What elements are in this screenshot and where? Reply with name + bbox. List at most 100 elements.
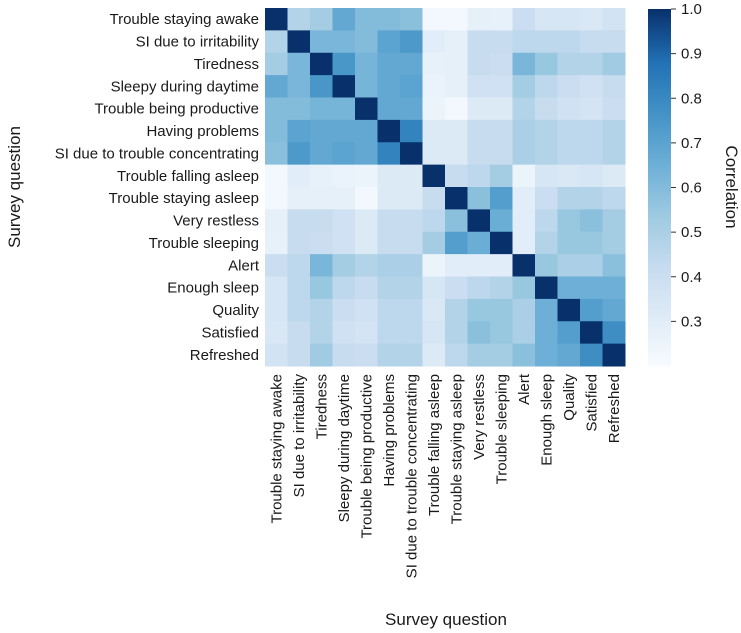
- heatmap-cell-6-14: [580, 142, 603, 166]
- heatmap-cell-12-2: [310, 276, 333, 300]
- heatmap-cell-0-2: [310, 8, 333, 31]
- heatmap-cell-14-0: [265, 321, 288, 345]
- heatmap-cell-2-7: [422, 52, 446, 76]
- heatmap-cell-11-15: [602, 254, 626, 278]
- heatmap-cell-14-11: [512, 321, 536, 345]
- colorbar: [648, 9, 671, 366]
- heatmap-cell-13-1: [287, 298, 311, 322]
- heatmap-cell-11-7: [422, 254, 446, 278]
- heatmap-cell-1-6: [400, 30, 423, 54]
- heatmap-cell-15-4: [355, 343, 378, 367]
- heatmap-cell-15-2: [310, 343, 333, 367]
- heatmap-cell-0-14: [580, 8, 603, 31]
- heatmap-cell-12-6: [400, 276, 423, 300]
- colorbar-tick-label: 0.9: [681, 46, 702, 63]
- heatmap-cell-2-15: [602, 52, 626, 76]
- heatmap-cell-0-6: [400, 8, 423, 31]
- heatmap-cell-14-5: [377, 321, 401, 345]
- column-label-having-problems: Having problems: [381, 374, 398, 487]
- heatmap-cell-6-11: [512, 142, 536, 166]
- column-labels: Trouble staying awake SI due to irritabil…: [268, 373, 623, 578]
- heatmap-cell-0-8: [445, 8, 468, 31]
- heatmap-cell-14-10: [490, 321, 513, 345]
- heatmap-cell-1-14: [580, 30, 603, 54]
- heatmap-cell-4-7: [422, 97, 446, 121]
- heatmap-cell-6-1: [287, 142, 311, 166]
- heatmap-cell-7-5: [377, 164, 401, 188]
- heatmap-cell-11-13: [557, 254, 581, 278]
- column-label-enough-sleep: Enough sleep: [538, 374, 555, 466]
- heatmap-cell-7-1: [287, 164, 311, 188]
- heatmap-cell-3-12: [535, 75, 558, 99]
- colorbar-tick-label: 0.8: [681, 90, 702, 107]
- heatmap-cell-13-14: [580, 298, 603, 322]
- heatmap-cell-10-6: [400, 231, 423, 255]
- heatmap-cell-12-14: [580, 276, 603, 300]
- heatmap-cell-10-10: [490, 231, 513, 255]
- heatmap-cell-12-8: [445, 276, 468, 300]
- heatmap-cell-9-5: [377, 209, 401, 233]
- heatmap-cell-5-15: [602, 119, 626, 143]
- heatmap-cell-8-3: [332, 187, 356, 210]
- heatmap-cell-6-3: [332, 142, 356, 166]
- colorbar-tick-label: 0.4: [681, 269, 702, 286]
- heatmap-cell-0-11: [512, 8, 536, 31]
- heatmap-cell-12-0: [265, 276, 288, 300]
- heatmap-cell-12-10: [490, 276, 513, 300]
- heatmap-cell-1-11: [512, 30, 536, 54]
- row-label-refreshed: Refreshed: [190, 347, 259, 364]
- heatmap-cell-2-5: [377, 52, 401, 76]
- heatmap-cell-15-14: [580, 343, 603, 367]
- heatmap-cell-4-5: [377, 97, 401, 121]
- heatmap-cell-4-9: [467, 97, 491, 121]
- heatmap-cell-0-4: [355, 8, 378, 31]
- heatmap-cell-2-2: [310, 52, 333, 76]
- heatmap-cell-8-4: [355, 187, 378, 210]
- column-label-trouble-falling-asleep: Trouble falling asleep: [426, 374, 443, 516]
- heatmap-cell-2-10: [490, 52, 513, 76]
- heatmap-cell-1-2: [310, 30, 333, 54]
- row-label-sleepy-during-daytime: Sleepy during daytime: [111, 78, 259, 95]
- heatmap-cell-5-0: [265, 119, 288, 143]
- heatmap-cell-12-4: [355, 276, 378, 300]
- column-label-si-due-to-trouble-concentrating: SI due to trouble concentrating: [403, 374, 420, 578]
- heatmap-cell-14-8: [445, 321, 468, 345]
- heatmap-cell-3-4: [355, 75, 378, 99]
- heatmap-cell-10-12: [535, 231, 558, 255]
- heatmap-cell-7-7: [422, 164, 446, 188]
- heatmap-cell-13-13: [557, 298, 581, 322]
- row-label-alert: Alert: [228, 257, 260, 274]
- heatmap-cell-8-15: [602, 187, 626, 210]
- heatmap-cell-5-11: [512, 119, 536, 143]
- heatmap-cell-9-10: [490, 209, 513, 233]
- heatmap-cell-12-15: [602, 276, 626, 300]
- heatmap-cell-11-5: [377, 254, 401, 278]
- row-label-trouble-sleeping: Trouble sleeping: [149, 235, 259, 252]
- heatmap-cell-10-4: [355, 231, 378, 255]
- heatmap-cell-9-7: [422, 209, 446, 233]
- heatmap-cell-15-12: [535, 343, 558, 367]
- row-label-si-due-to-trouble-concentrating: SI due to trouble concentrating: [55, 145, 259, 162]
- heatmap-cell-14-7: [422, 321, 446, 345]
- heatmap-cell-9-2: [310, 209, 333, 233]
- heatmap-cell-12-1: [287, 276, 311, 300]
- heatmap-cell-12-9: [467, 276, 491, 300]
- heatmap-cell-4-10: [490, 97, 513, 121]
- heatmap-cell-15-3: [332, 343, 356, 367]
- heatmap-cell-0-13: [557, 8, 581, 31]
- heatmap-cell-9-11: [512, 209, 536, 233]
- heatmap-cell-8-13: [557, 187, 581, 210]
- heatmap-cell-14-1: [287, 321, 311, 345]
- heatmap-cell-2-4: [355, 52, 378, 76]
- heatmap-cell-13-12: [535, 298, 558, 322]
- heatmap-cell-5-14: [580, 119, 603, 143]
- heatmap-cell-0-7: [422, 8, 446, 31]
- heatmap-cell-4-12: [535, 97, 558, 121]
- heatmap-cell-13-15: [602, 298, 626, 322]
- heatmap-cell-13-4: [355, 298, 378, 322]
- heatmap-cell-6-7: [422, 142, 446, 166]
- heatmap-cell-7-15: [602, 164, 626, 188]
- heatmap-cell-0-5: [377, 8, 401, 31]
- heatmap-cell-11-0: [265, 254, 288, 278]
- column-label-trouble-being-productive: Trouble being productive: [358, 374, 375, 539]
